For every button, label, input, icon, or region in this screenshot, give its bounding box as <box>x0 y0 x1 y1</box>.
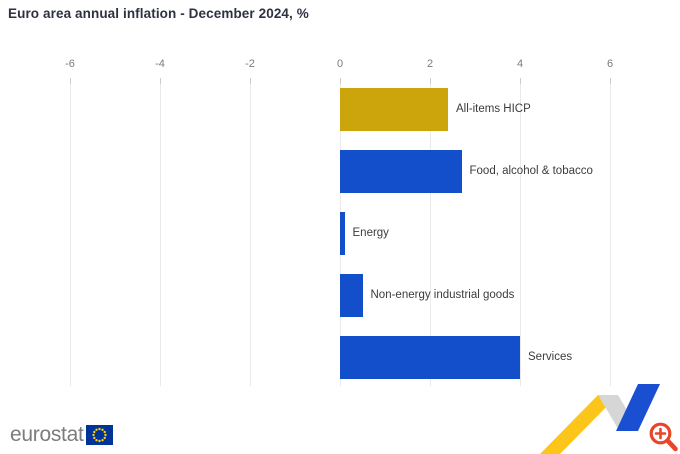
axis-tick-mark <box>160 78 161 84</box>
eurostat-ribbon-graphic <box>540 384 660 454</box>
axis-tick-label: 4 <box>516 58 524 70</box>
axis-tick-mark <box>340 78 341 84</box>
eu-flag-icon <box>86 425 114 445</box>
bar-non-energy-industrial-goods <box>340 274 363 317</box>
bar-label: All-items HICP <box>456 103 531 115</box>
bar-energy <box>340 212 345 255</box>
axis-tick-mark <box>610 78 611 84</box>
gridline <box>249 84 251 386</box>
gridline <box>69 84 71 386</box>
axis-tick-mark <box>430 78 431 84</box>
bar-label: Services <box>528 351 573 363</box>
axis-tick-mark <box>520 78 521 84</box>
axis-tick-mark <box>250 78 251 84</box>
bar-services <box>340 336 520 379</box>
eurostat-logo-text: eurostat <box>10 423 84 446</box>
axis-tick-label: 2 <box>426 58 434 70</box>
gridline <box>159 84 161 386</box>
axis-tick-label: -4 <box>155 58 165 70</box>
bar-label: Energy <box>352 227 389 239</box>
axis-tick-label: 0 <box>336 58 344 70</box>
axis-tick-label: 6 <box>606 58 614 70</box>
axis-tick-label: -2 <box>245 58 255 70</box>
bar-label: Non-energy industrial goods <box>370 289 515 301</box>
gridline <box>609 84 611 386</box>
bar-all-items-hicp <box>340 88 448 131</box>
bar-food-alcohol-tobacco <box>340 150 462 193</box>
plot-area: -6 -4 -2 0 2 4 6 All-items HICP Food, alcohol & … <box>65 58 613 386</box>
axis-tick-mark <box>70 78 71 84</box>
gridline <box>429 84 431 386</box>
eurostat-logo: eurostat <box>10 423 114 447</box>
axis-tick-label: -6 <box>65 58 75 70</box>
gridline <box>519 84 521 386</box>
bar-label: Food, alcohol & tobacco <box>469 165 593 177</box>
chart-title: Euro area annual inflation - December 20… <box>8 6 309 21</box>
zoom-magnifier-icon[interactable] <box>647 420 680 454</box>
